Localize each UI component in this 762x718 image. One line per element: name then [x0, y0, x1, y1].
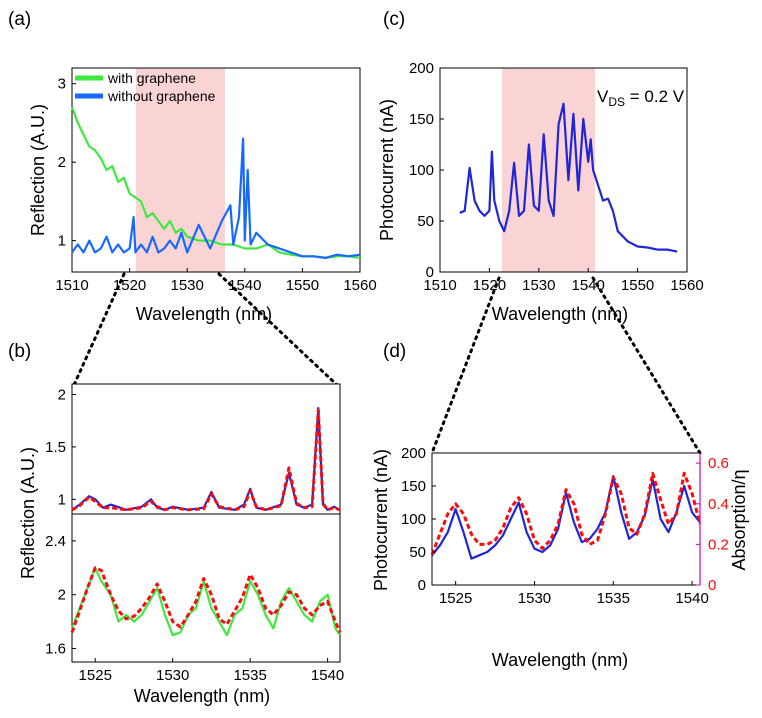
zoom-connector-left-cd — [430, 276, 501, 455]
plot-area-c — [459, 102, 678, 253]
vds-suffix: = 0.2 V — [625, 87, 685, 106]
ticks-b-bottom: 1525 1530 1535 1540 1.6 2 2.4 — [45, 533, 344, 684]
plot-area-a — [70, 106, 361, 259]
xtick-label: 1530 — [171, 277, 204, 294]
plot-frame-d — [431, 452, 701, 586]
panel-label-b: (b) — [8, 341, 31, 362]
legend-without-graphene: without graphene — [107, 88, 216, 104]
plot-area-d — [430, 471, 702, 560]
xtick-label: 1535 — [233, 667, 266, 684]
ytick-label: 200 — [401, 445, 426, 462]
ytick-label: 50 — [409, 544, 426, 561]
xtick-label: 1530 — [518, 590, 551, 607]
panel-label-c: (c) — [383, 9, 405, 30]
ytick-label: 1 — [58, 233, 66, 250]
series-line-b_top-fit — [71, 408, 341, 512]
ytick-right-label: 0.4 — [708, 496, 729, 513]
ytick-label: 200 — [409, 60, 434, 77]
ticks-c: 1510 1520 1530 1540 1550 1560 0 50 100 150 200 — [409, 60, 704, 294]
series-line-d-absorption — [430, 471, 702, 556]
xtick-label: 1540 — [311, 667, 344, 684]
xtick-label: 1560 — [343, 277, 376, 294]
ytick-label: 2 — [58, 587, 66, 604]
ytick-label: 2 — [58, 386, 66, 403]
xtick-label: 1550 — [621, 277, 654, 294]
ytick-right-label: 0.2 — [708, 536, 729, 553]
ticks-a: 1510 1520 1530 1540 1550 1560 1 2 3 — [55, 76, 376, 294]
xtick-label: 1525 — [79, 667, 112, 684]
ticks-b-top: 11.52 — [45, 386, 76, 508]
shaded-band-c — [502, 68, 595, 272]
xtick-label: 1510 — [423, 277, 456, 294]
ytick-label: 150 — [409, 111, 434, 128]
panel-label-d: (d) — [383, 341, 406, 362]
ytick-label: 1.6 — [45, 641, 66, 658]
ytick-label: 150 — [401, 478, 426, 495]
xlabel-c: Wavelength (nm) — [492, 304, 628, 324]
xtick-label: 1520 — [473, 277, 506, 294]
ytick-label: 100 — [409, 162, 434, 179]
ytick-right-label: 0.6 — [708, 455, 729, 472]
panel-label-a: (a) — [8, 9, 31, 30]
xtick-label: 1550 — [286, 277, 319, 294]
xtick-label: 1560 — [670, 277, 703, 294]
panel-c: (c) 1510 1520 1530 1540 1550 1560 0 50 100 150 200… — [377, 9, 704, 324]
panel-d: (d) 1525 1530 1535 154005010015020000.20.40… — [371, 341, 749, 670]
xtick-label: 1510 — [55, 277, 88, 294]
ytick-label: 2.4 — [45, 533, 66, 550]
ylabel-a: Reflection (A.U.) — [28, 104, 48, 236]
ytick-label: 2 — [58, 154, 66, 171]
zoom-connector-right-cd — [591, 276, 702, 455]
ytick-label: 1.5 — [45, 439, 66, 456]
xtick-label: 1540 — [675, 590, 708, 607]
xtick-label: 1520 — [113, 277, 146, 294]
ytick-label: 3 — [58, 76, 66, 93]
plot-frame-a — [71, 67, 361, 273]
xlabel-b: Wavelength (nm) — [134, 686, 270, 706]
series-line-c-photocurrent — [459, 102, 678, 253]
xtick-label: 1525 — [439, 590, 472, 607]
ytick-label: 0 — [426, 264, 434, 281]
series-line-a-with-graphene — [70, 106, 361, 259]
xtick-label: 1540 — [228, 277, 261, 294]
ylabel-right-d: Absorption/η — [729, 469, 749, 570]
xtick-label: 1530 — [156, 667, 189, 684]
plot-area-b-top — [71, 407, 341, 512]
zoom-connector-right-ab — [217, 272, 339, 387]
vds-subscript: DS — [608, 95, 625, 109]
zoom-connector-left-ab — [72, 272, 126, 387]
ytick-label: 100 — [401, 511, 426, 528]
series-line-b_bottom-fit — [70, 566, 342, 633]
panel-a: (a) 1510 1520 1530 1540 1550 1560 1 2 3 Waveleng… — [8, 9, 377, 324]
ylabel-d: Photocurrent (nA) — [371, 449, 391, 591]
xtick-label: 1540 — [572, 277, 605, 294]
ylabel-b: Reflection (A.U.) — [18, 447, 38, 579]
ytick-label: 1 — [58, 491, 66, 508]
xtick-label: 1530 — [522, 277, 555, 294]
ytick-label: 50 — [417, 213, 434, 230]
plot-frame-b-top — [71, 383, 341, 515]
xtick-label: 1535 — [597, 590, 630, 607]
ytick-label: 0 — [418, 577, 426, 594]
xlabel-d: Wavelength (nm) — [492, 650, 628, 670]
series-line-b_bottom-measured — [70, 566, 341, 637]
ylabel-c: Photocurrent (nA) — [377, 99, 397, 241]
xlabel-a: Wavelength (nm) — [136, 304, 272, 324]
legend-with-graphene: with graphene — [107, 70, 196, 86]
plot-area-b-bottom — [70, 566, 342, 637]
vds-annotation: VDS = 0.2 V — [597, 87, 685, 109]
series-line-a-without-graphene — [71, 137, 361, 259]
ytick-right-label: 0 — [708, 577, 716, 594]
vds-prefix: V — [597, 87, 609, 106]
